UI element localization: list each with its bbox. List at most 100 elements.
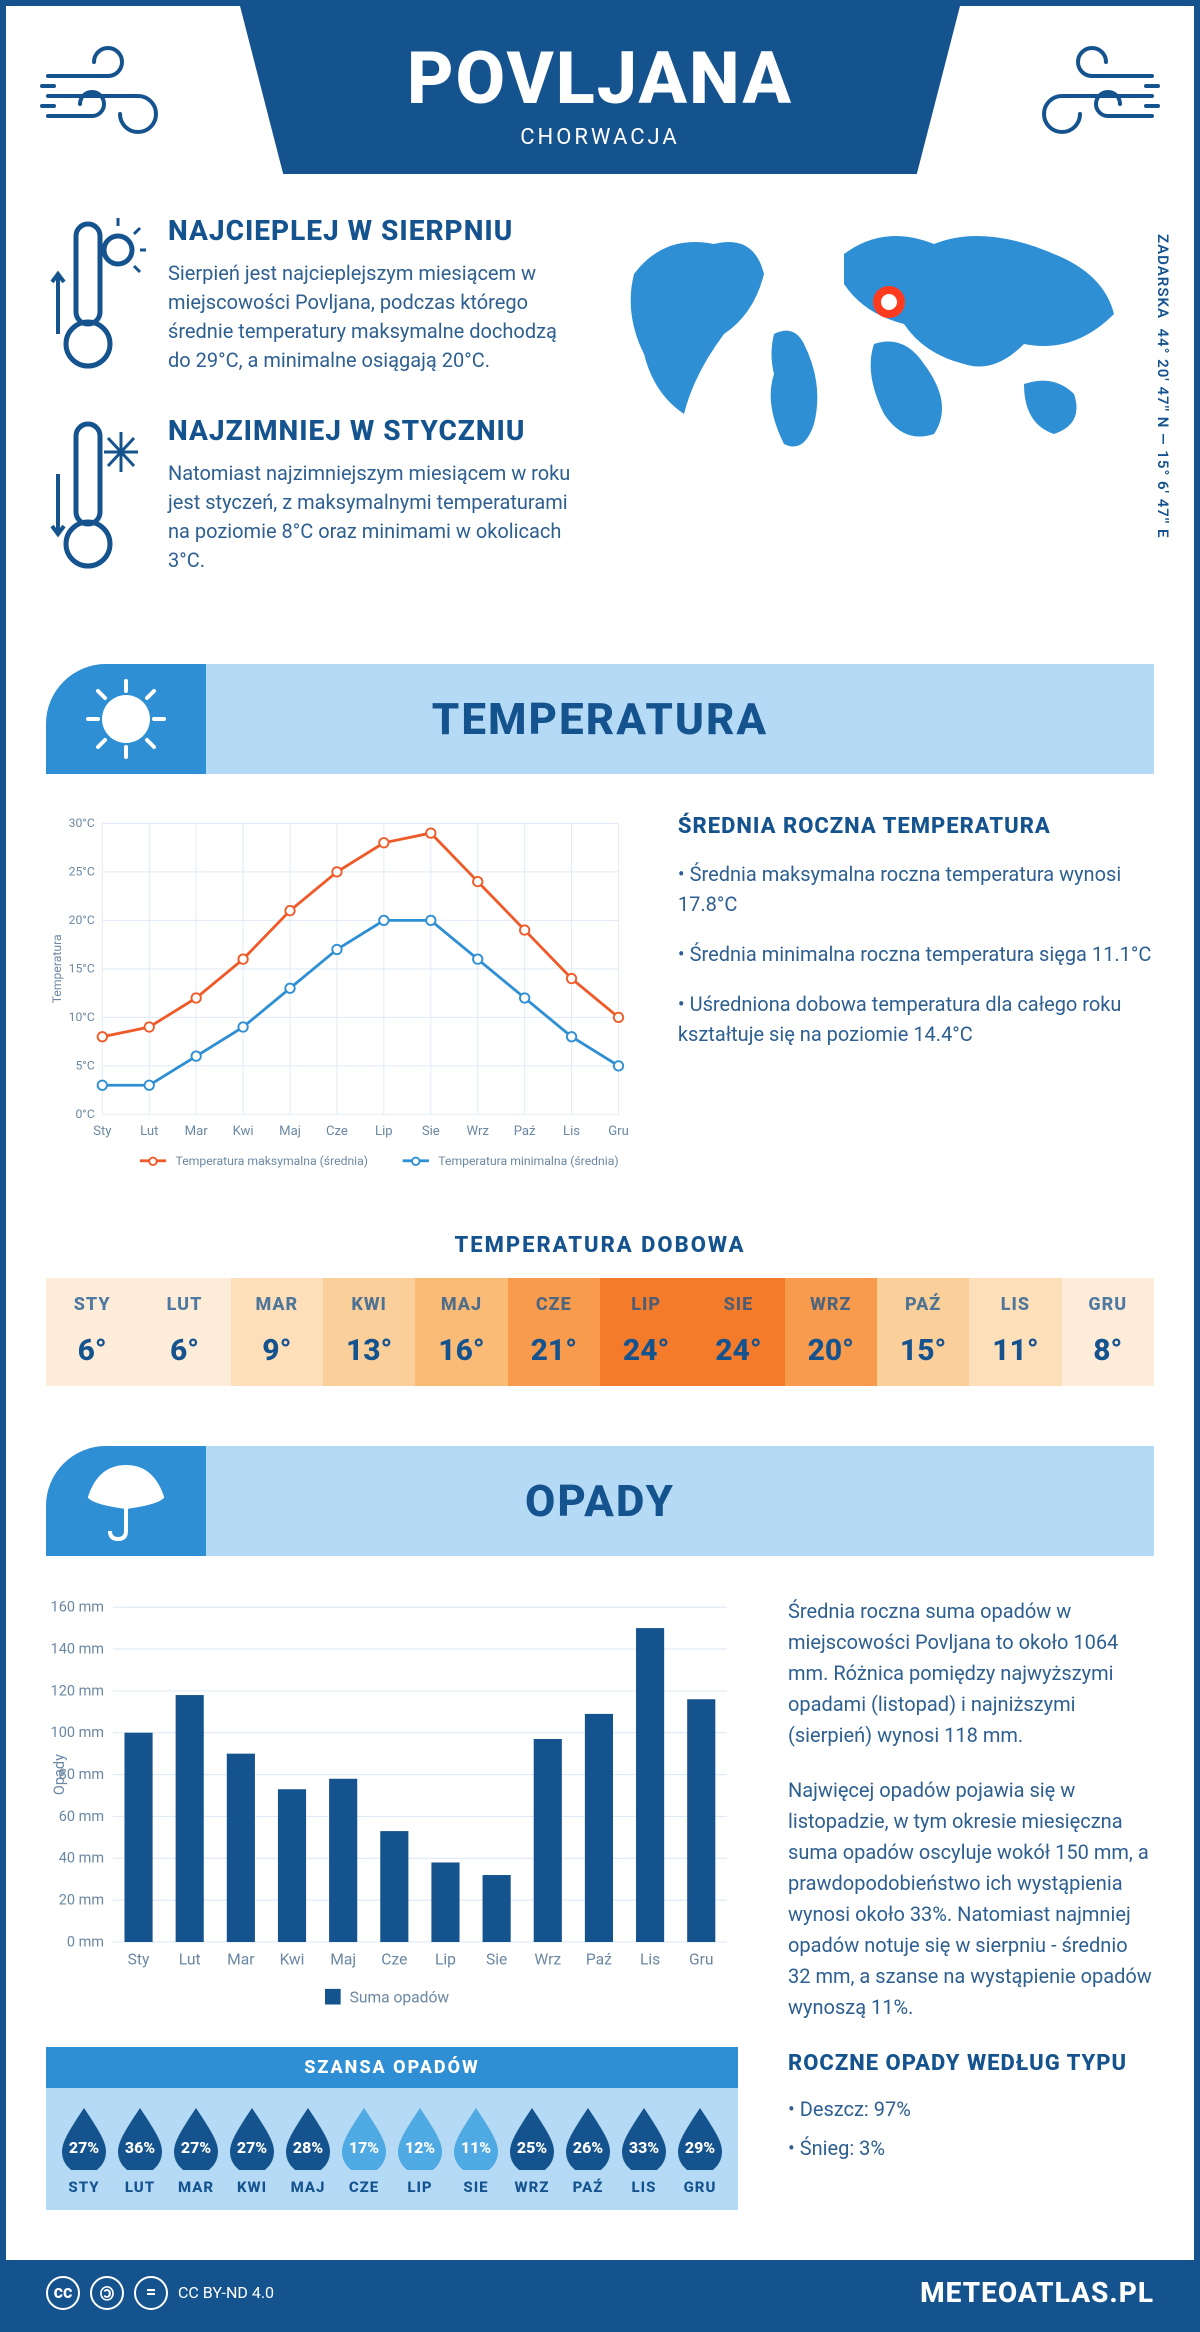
svg-text:Sty: Sty: [128, 1951, 150, 1969]
svg-text:15°C: 15°C: [69, 962, 95, 976]
opady-type-title: ROCZNE OPADY WEDŁUG TYPU: [788, 2047, 1154, 2081]
drop-cell: 29% GRU: [672, 2106, 728, 2196]
wind-icon: [40, 36, 180, 156]
dobowa-cell: KWI13°: [323, 1278, 415, 1386]
svg-text:Temperatura: Temperatura: [50, 934, 64, 1003]
cold-title: NAJZIMNIEJ W STYCZNIU: [168, 414, 574, 447]
svg-text:30°C: 30°C: [69, 816, 95, 830]
precipitation-bar-chart: 0 mm20 mm40 mm60 mm80 mm100 mm120 mm140 …: [46, 1596, 738, 2024]
svg-text:Maj: Maj: [330, 1951, 356, 1969]
drop-cell: 12% LIP: [392, 2106, 448, 2196]
svg-text:Paź: Paź: [514, 1124, 536, 1139]
svg-text:Sie: Sie: [486, 1951, 507, 1969]
svg-text:Maj: Maj: [279, 1124, 301, 1139]
dobowa-cell: LIS11°: [969, 1278, 1061, 1386]
coordinates: ZADARSKA 44° 20' 47'' N — 15° 6' 47'' E: [1154, 234, 1172, 538]
svg-text:0 mm: 0 mm: [67, 1934, 104, 1951]
world-map: [614, 214, 1134, 474]
svg-text:25°C: 25°C: [69, 865, 95, 879]
svg-text:Temperatura minimalna (średnia: Temperatura minimalna (średnia): [438, 1154, 618, 1168]
drop-cell: 33% LIS: [616, 2106, 672, 2196]
dobowa-cell: STY6°: [46, 1278, 138, 1386]
drop-cell: 36% LUT: [112, 2106, 168, 2196]
cold-text: Natomiast najzimniejszym miesiącem w rok…: [168, 459, 574, 575]
dobowa-cell: MAR9°: [231, 1278, 323, 1386]
svg-text:40 mm: 40 mm: [59, 1850, 104, 1867]
svg-text:Suma opadów: Suma opadów: [350, 1989, 450, 2007]
wind-icon: [1020, 36, 1160, 156]
svg-text:120 mm: 120 mm: [51, 1683, 104, 1700]
dobowa-cell: CZE21°: [508, 1278, 600, 1386]
dobowa-cell: PAŹ15°: [877, 1278, 969, 1386]
temperature-line-chart: 0°C5°C10°C15°C20°C25°C30°CStyLutMarKwiMa…: [46, 814, 628, 1193]
license-text: CC BY-ND 4.0: [178, 2283, 274, 2302]
thermometer-cold-icon: [46, 414, 146, 578]
temp-bullet: • Uśredniona dobowa temperatura dla całe…: [678, 989, 1154, 1049]
rain-chance-row: 27% STY 36% LUT 27% MAR 27% KWI 28% MAJ …: [46, 2088, 738, 2210]
umbrella-icon: [46, 1446, 206, 1556]
thermometer-hot-icon: [46, 214, 146, 378]
hot-title: NAJCIEPLEJ W SIERPNIU: [168, 214, 574, 247]
svg-text:Wrz: Wrz: [466, 1124, 489, 1139]
dobowa-cell: MAJ16°: [415, 1278, 507, 1386]
svg-text:60 mm: 60 mm: [59, 1808, 104, 1825]
drop-cell: 27% MAR: [168, 2106, 224, 2196]
svg-text:Mar: Mar: [227, 1951, 255, 1969]
svg-text:Sty: Sty: [93, 1124, 112, 1139]
dobowa-cell: LIP24°: [600, 1278, 692, 1386]
daily-temp-table: STY6°LUT6°MAR9°KWI13°MAJ16°CZE21°LIP24°S…: [46, 1278, 1154, 1386]
nd-icon: =: [134, 2276, 168, 2310]
drop-cell: 28% MAJ: [280, 2106, 336, 2196]
svg-text:Lut: Lut: [179, 1951, 201, 1969]
svg-text:Paź: Paź: [586, 1951, 612, 1969]
by-icon: 🄯: [90, 2276, 124, 2310]
svg-text:Lip: Lip: [435, 1951, 456, 1969]
location-marker: [877, 290, 901, 314]
dobowa-cell: GRU8°: [1062, 1278, 1154, 1386]
hot-block: NAJCIEPLEJ W SIERPNIU Sierpień jest najc…: [46, 214, 574, 378]
svg-text:Lis: Lis: [563, 1124, 580, 1139]
cc-icon: cc: [46, 2276, 80, 2310]
country-sub: CHORWACJA: [260, 125, 940, 150]
svg-text:140 mm: 140 mm: [51, 1641, 104, 1658]
svg-text:Cze: Cze: [326, 1124, 348, 1139]
drop-cell: 25% WRZ: [504, 2106, 560, 2196]
header-banner: POVLJANA CHORWACJA: [240, 6, 960, 174]
brand: METEOATLAS.PL: [920, 2276, 1154, 2309]
svg-text:0°C: 0°C: [75, 1107, 94, 1121]
svg-text:Lip: Lip: [375, 1124, 393, 1139]
city-title: POVLJANA: [260, 36, 940, 121]
szansa-title: SZANSA OPADÓW: [46, 2047, 738, 2088]
svg-text:10°C: 10°C: [69, 1010, 95, 1024]
drop-cell: 17% CZE: [336, 2106, 392, 2196]
svg-text:Temperatura maksymalna (średni: Temperatura maksymalna (średnia): [176, 1154, 369, 1168]
svg-text:100 mm: 100 mm: [51, 1725, 104, 1742]
svg-text:Kwi: Kwi: [280, 1951, 305, 1969]
dobowa-cell: WRZ20°: [785, 1278, 877, 1386]
dobowa-cell: LUT6°: [138, 1278, 230, 1386]
svg-text:Cze: Cze: [381, 1951, 407, 1969]
svg-text:20°C: 20°C: [69, 913, 95, 927]
svg-text:Sie: Sie: [422, 1124, 440, 1139]
hot-text: Sierpień jest najcieplejszym miesiącem w…: [168, 259, 574, 375]
drop-cell: 27% KWI: [224, 2106, 280, 2196]
svg-text:Lis: Lis: [640, 1951, 660, 1969]
dobowa-cell: SIE24°: [692, 1278, 784, 1386]
opady-type: • Śnieg: 3%: [788, 2133, 1154, 2164]
section-opady: OPADY: [46, 1446, 1154, 1556]
opady-para2: Najwięcej opadów pojawia się w listopadz…: [788, 1775, 1154, 2023]
svg-text:Lut: Lut: [140, 1124, 158, 1139]
dobowa-title: TEMPERATURA DOBOWA: [46, 1233, 1154, 1258]
svg-text:20 mm: 20 mm: [59, 1892, 104, 1909]
opady-para1: Średnia roczna suma opadów w miejscowośc…: [788, 1596, 1154, 1751]
svg-text:Gru: Gru: [689, 1951, 714, 1969]
temp-bullet: • Średnia minimalna roczna temperatura s…: [678, 939, 1154, 969]
svg-text:Opady: Opady: [51, 1754, 68, 1795]
svg-text:160 mm: 160 mm: [51, 1599, 104, 1616]
svg-text:Wrz: Wrz: [534, 1951, 561, 1969]
section-temperature: TEMPERATURA: [46, 664, 1154, 774]
temp-bullet: • Średnia maksymalna roczna temperatura …: [678, 859, 1154, 919]
cold-block: NAJZIMNIEJ W STYCZNIU Natomiast najzimni…: [46, 414, 574, 578]
sun-icon: [46, 664, 206, 774]
svg-text:Mar: Mar: [185, 1124, 209, 1139]
